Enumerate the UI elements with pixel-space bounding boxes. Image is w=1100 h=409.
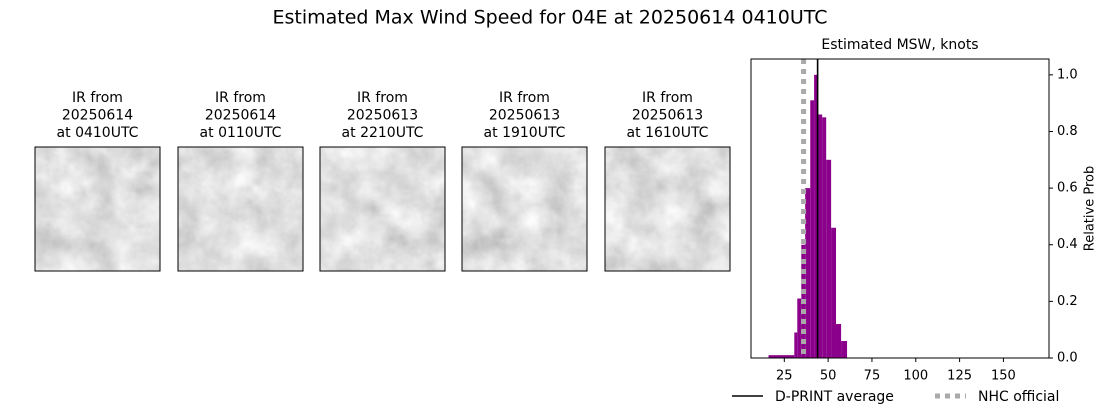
bar — [818, 114, 823, 358]
bar — [831, 227, 837, 358]
panel-label: IR from — [357, 90, 408, 106]
axes-frame — [750, 58, 1050, 359]
legend-label: NHC official — [978, 389, 1059, 405]
image-border — [34, 146, 161, 272]
y-axis-label: Relative Prob — [1083, 166, 1098, 251]
y-tick-label: 0.6 — [1057, 181, 1078, 196]
bar — [836, 324, 842, 358]
bar — [794, 332, 798, 358]
panel-label: 20250614 — [62, 108, 133, 124]
bar — [841, 341, 848, 358]
bar — [805, 188, 811, 358]
chart-title: Estimated MSW, knots — [821, 37, 978, 53]
y-tick-label: 1.0 — [1057, 67, 1078, 82]
panel-label: IR from — [215, 90, 266, 106]
main-title: Estimated Max Wind Speed for 04E at 2025… — [272, 7, 827, 29]
bar — [814, 74, 819, 358]
x-tick-label: 25 — [776, 369, 793, 384]
ir-image — [605, 147, 730, 271]
y-tick-label: 0.0 — [1057, 351, 1078, 366]
panel-label: 20250613 — [347, 108, 418, 124]
ir-image — [320, 147, 445, 271]
bar — [810, 100, 815, 358]
bar — [768, 355, 795, 358]
panel-label: at 0410UTC — [57, 125, 139, 141]
x-tick-label: 150 — [991, 369, 1016, 384]
panel-label: 20250614 — [205, 108, 276, 124]
image-border — [177, 146, 304, 272]
x-tick-label: 75 — [864, 369, 881, 384]
legend-label: D-PRINT average — [775, 389, 894, 405]
x-tick-label: 125 — [947, 369, 972, 384]
panel-label: at 1910UTC — [484, 125, 566, 141]
ir-image — [35, 147, 160, 271]
bar — [826, 159, 832, 358]
ir-image — [462, 147, 587, 271]
image-border — [604, 146, 731, 272]
panel-label: 20250613 — [632, 108, 703, 124]
panel-label: IR from — [499, 90, 550, 106]
panel-label: 20250613 — [489, 108, 560, 124]
y-tick-label: 0.2 — [1057, 294, 1078, 309]
image-border — [319, 146, 446, 272]
panel-label: at 2210UTC — [342, 125, 424, 141]
panel-label: IR from — [642, 90, 693, 106]
bar — [797, 298, 802, 358]
image-border — [461, 146, 588, 272]
y-tick-label: 0.8 — [1057, 124, 1078, 139]
x-tick-label: 50 — [820, 369, 837, 384]
x-tick-label: 100 — [903, 369, 928, 384]
bar — [822, 117, 827, 358]
ir-image — [178, 147, 303, 271]
panel-label: IR from — [72, 90, 123, 106]
panel-label: at 1610UTC — [627, 125, 709, 141]
y-tick-label: 0.4 — [1057, 237, 1078, 252]
chart: Estimated MSW, knots D-PRINT average NHC o… — [732, 37, 1098, 405]
panel-label: at 0110UTC — [200, 125, 282, 141]
